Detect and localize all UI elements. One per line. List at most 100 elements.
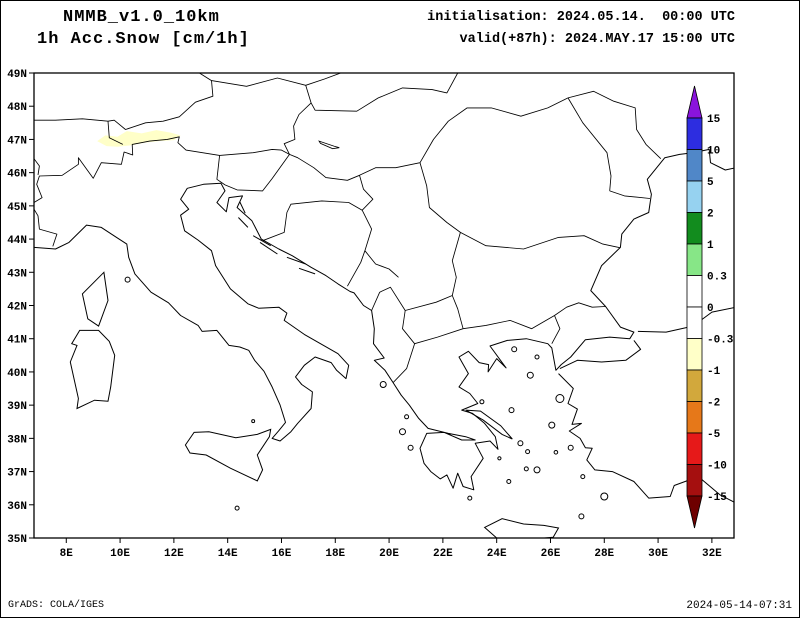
small-island xyxy=(548,421,556,429)
small-island xyxy=(526,371,534,379)
lon-tick-label: 14E xyxy=(218,548,238,560)
small-island xyxy=(525,449,531,455)
small-island xyxy=(567,444,574,451)
colorbar-segment xyxy=(686,243,703,276)
island-coastline xyxy=(465,409,513,440)
lon-tick-label: 32E xyxy=(702,548,722,560)
colorbar-segment xyxy=(686,212,703,245)
island-coastline xyxy=(238,217,249,228)
colorbar-label: -0.3 xyxy=(707,335,734,347)
small-island xyxy=(479,399,485,405)
country-border xyxy=(463,315,555,330)
colorbar-label: 1 xyxy=(707,240,714,252)
island-coastline xyxy=(239,201,246,214)
country-border xyxy=(567,97,612,191)
creation-timestamp: 2024-05-14-07:31 xyxy=(686,600,792,612)
small-island xyxy=(553,450,559,455)
country-border xyxy=(283,102,312,155)
lon-tick-label: 30E xyxy=(648,548,668,560)
colorbar-label: 10 xyxy=(707,146,720,158)
model-title: NMMB_v1.0_10km xyxy=(63,8,220,27)
lon-tick-label: 22E xyxy=(433,548,453,560)
small-island xyxy=(497,456,502,461)
small-island xyxy=(600,492,609,501)
colorbar-segment xyxy=(686,369,703,402)
colorbar-label: 0.3 xyxy=(707,272,727,284)
lat-tick-label: 35N xyxy=(7,534,27,546)
country-border xyxy=(34,73,214,130)
country-border xyxy=(551,315,561,344)
country-border xyxy=(107,121,123,145)
colorbar-label: 5 xyxy=(707,177,714,189)
island-coastline xyxy=(252,235,271,247)
small-island xyxy=(407,444,414,451)
lat-tick-label: 41N xyxy=(7,335,27,347)
coastline xyxy=(559,340,642,370)
lon-tick-label: 20E xyxy=(379,548,399,560)
colorbar-segment xyxy=(686,432,703,465)
country-border xyxy=(414,328,464,345)
lon-tick-label: 26E xyxy=(541,548,561,560)
initialisation-time: initialisation: 2024.05.14. 00:00 UTC xyxy=(427,10,735,25)
map-layer xyxy=(34,73,734,538)
lon-tick-label: 28E xyxy=(594,548,614,560)
lat-tick-label: 43N xyxy=(7,268,27,280)
small-island xyxy=(399,428,406,436)
country-border xyxy=(34,136,226,203)
variable-title: 1h Acc.Snow [cm/1h] xyxy=(37,30,250,49)
lon-tick-label: 10E xyxy=(110,548,130,560)
lon-tick-label: 16E xyxy=(272,548,292,560)
country-border xyxy=(34,208,58,247)
colorbar-segment xyxy=(686,401,703,434)
country-border xyxy=(289,97,569,181)
small-island xyxy=(467,495,473,501)
country-border xyxy=(224,154,290,192)
small-island xyxy=(508,407,515,414)
lon-tick-label: 8E xyxy=(60,548,74,560)
island-coastline xyxy=(69,329,116,410)
island-coastline xyxy=(286,256,306,265)
colorbar-segment xyxy=(686,117,703,150)
colorbar-segment xyxy=(686,464,703,497)
country-border xyxy=(211,73,341,87)
lat-tick-label: 46N xyxy=(7,169,27,181)
small-island xyxy=(523,466,529,472)
colorbar-segment xyxy=(686,275,703,308)
lat-tick-label: 37N xyxy=(7,468,27,480)
lake-outline xyxy=(318,140,340,150)
lon-tick-label: 12E xyxy=(164,548,184,560)
lon-tick-label: 24E xyxy=(487,548,507,560)
small-island xyxy=(379,381,387,388)
country-border xyxy=(392,310,416,383)
lon-tick-label: 18E xyxy=(325,548,345,560)
colorbar-label: 2 xyxy=(707,209,714,221)
lat-tick-label: 36N xyxy=(7,501,27,513)
small-island xyxy=(506,479,512,484)
small-island xyxy=(578,513,585,520)
colorbar-label: 0 xyxy=(707,303,714,315)
colorbar-arrow-top xyxy=(686,85,703,119)
colorbar-label: -5 xyxy=(707,429,721,441)
lat-tick-label: 48N xyxy=(7,102,27,114)
small-island xyxy=(555,394,565,403)
colorbar-label: -15 xyxy=(707,492,727,504)
small-island xyxy=(124,276,131,283)
lat-tick-label: 45N xyxy=(7,202,27,214)
island-coastline xyxy=(298,267,316,275)
colorbar-arrow-bottom xyxy=(686,495,703,529)
colorbar-segment xyxy=(686,180,703,213)
island-coastline xyxy=(184,428,272,482)
coastline xyxy=(34,148,734,491)
country-border xyxy=(554,302,606,316)
colorbar-label: 15 xyxy=(707,114,721,126)
grads-credit: GrADS: COLA/IGES xyxy=(8,600,105,611)
small-island xyxy=(251,419,256,424)
colorbar-label: -2 xyxy=(707,398,720,410)
small-island xyxy=(533,466,541,474)
lat-tick-label: 49N xyxy=(7,69,27,81)
lat-tick-label: 39N xyxy=(7,401,27,413)
country-border xyxy=(371,286,406,311)
island-coastline xyxy=(81,271,109,327)
lat-tick-label: 44N xyxy=(7,235,27,247)
